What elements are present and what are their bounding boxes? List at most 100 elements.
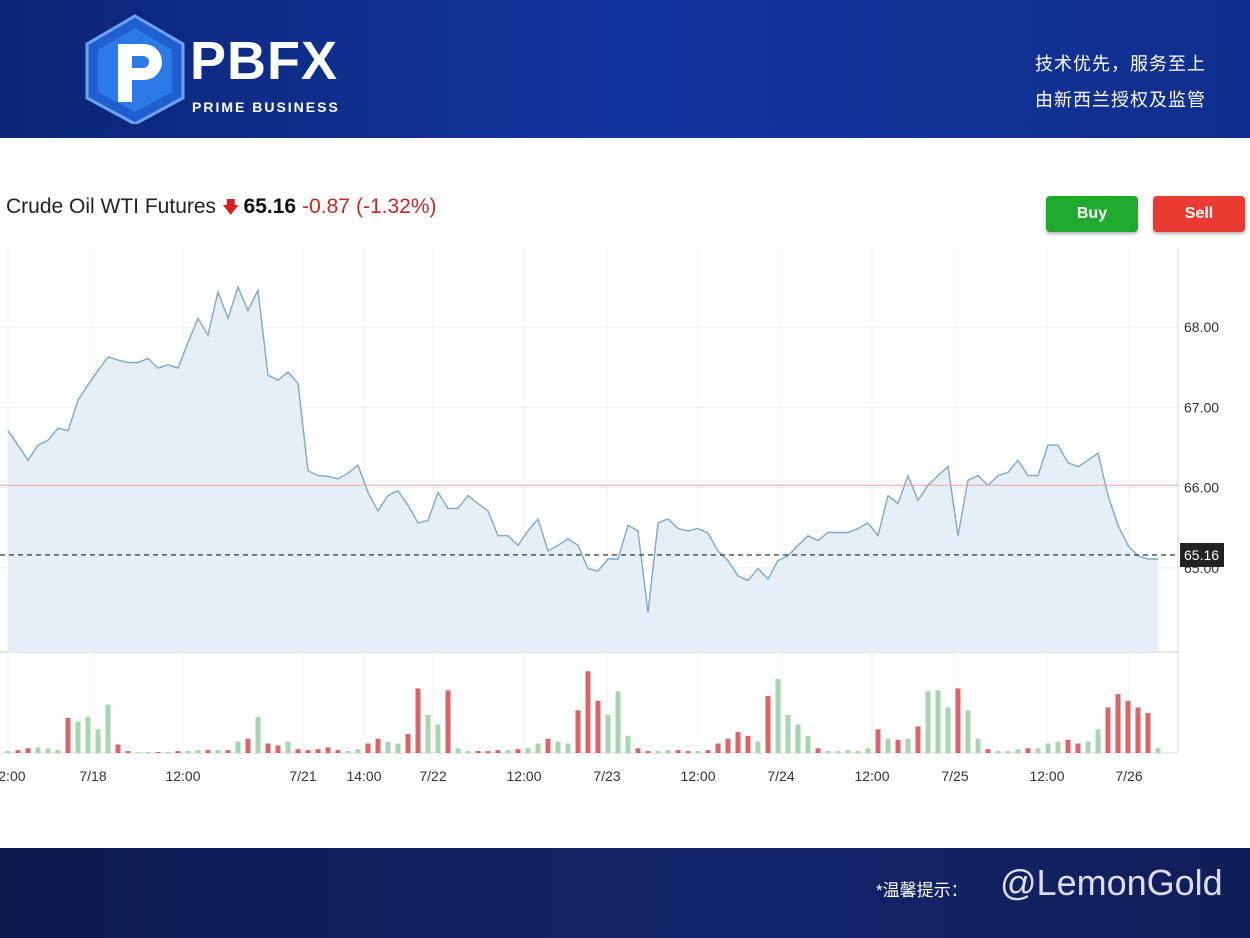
volume-bar [435, 724, 441, 753]
volume-bar [175, 751, 181, 753]
volume-bar [645, 751, 651, 753]
volume-bar [1125, 700, 1131, 753]
volume-bar [415, 688, 421, 753]
buy-button[interactable]: Buy [1046, 196, 1138, 232]
y-tick-label: 67.00 [1184, 399, 1219, 415]
volume-bar [995, 751, 1001, 753]
last-price-label: 65.16 [1184, 547, 1219, 563]
volume-bar [1065, 739, 1071, 753]
volume-bar [45, 748, 51, 753]
x-tick-label: 12:00 [0, 768, 26, 784]
x-tick-label: 7/22 [419, 768, 446, 784]
volume-bar [1005, 751, 1011, 753]
volume-bar [615, 691, 621, 753]
volume-bar [665, 750, 671, 753]
x-tick-label: 7/18 [79, 768, 106, 784]
volume-bar [455, 748, 461, 753]
volume-bar [445, 690, 451, 753]
volume-bar [375, 738, 381, 753]
volume-bar [985, 749, 991, 753]
volume-bar [715, 743, 721, 753]
volume-bar [945, 707, 951, 753]
volume-bar [1055, 741, 1061, 753]
x-tick-label: 14:00 [346, 768, 381, 784]
volume-bar [195, 750, 201, 753]
volume-bar [465, 751, 471, 753]
volume-bar [505, 750, 511, 753]
volume-bar [315, 749, 321, 753]
volume-bar [105, 704, 111, 753]
volume-bar [1105, 707, 1111, 753]
volume-bar [895, 739, 901, 753]
volume-bar [125, 751, 131, 753]
volume-bar [385, 741, 391, 753]
volume-bar [1015, 749, 1021, 753]
x-tick-label: 12:00 [854, 768, 889, 784]
volume-bar [485, 751, 491, 753]
down-arrow: 🡇 [222, 198, 240, 217]
volume-bar [1075, 743, 1081, 753]
area [8, 287, 1158, 652]
slogan: 技术优先，服务至上 [1035, 54, 1206, 74]
x-tick-label: 7/24 [767, 768, 794, 784]
volume-bar [685, 751, 691, 753]
volume-bar [235, 741, 241, 753]
volume-bar [965, 710, 971, 753]
logo-icon [85, 14, 185, 124]
volume-bar [675, 750, 681, 753]
volume-bar [525, 748, 531, 753]
volume-bar [275, 745, 281, 753]
notice: *温馨提示： [876, 881, 968, 900]
volume-bar [395, 743, 401, 753]
volume-bar [1095, 729, 1101, 753]
volume-bar [65, 717, 71, 753]
volume-bar [5, 751, 11, 753]
volume-bar [1115, 694, 1121, 753]
chart-title: Crude Oil WTI Futures [6, 195, 217, 218]
volume-bar [1145, 713, 1151, 753]
volume-bar [55, 750, 61, 753]
volume-bar [95, 729, 101, 753]
volume-bar [575, 710, 581, 753]
y-tick-label: 66.00 [1184, 480, 1219, 496]
volume-bar [345, 751, 351, 753]
volume-bar [165, 752, 171, 753]
volume-bar [1025, 748, 1031, 753]
volume-bar [535, 743, 541, 753]
watermark: @LemonGold [1000, 862, 1223, 903]
volume-bar [405, 734, 411, 753]
last-price: 65.16 [243, 195, 297, 218]
license: 由新西兰授权及监管 [1035, 90, 1206, 110]
x-tick-label: 12:00 [165, 768, 200, 784]
volume-bar [775, 678, 781, 753]
volume-bar [955, 688, 961, 753]
volume-bar [725, 738, 731, 753]
volume-bar [745, 735, 751, 753]
volume-bar [845, 750, 851, 753]
volume-bar [335, 750, 341, 753]
footer: *温馨提示： @LemonGold [0, 848, 1250, 938]
volume-bar [425, 715, 431, 753]
volume-bar [1035, 748, 1041, 753]
volume-bar [1045, 743, 1051, 753]
x-tick-label: 12:00 [1029, 768, 1064, 784]
x-tick-label: 7/25 [941, 768, 968, 784]
volume-bar [325, 747, 331, 753]
volume-bar [555, 741, 561, 753]
volume-bar [285, 741, 291, 753]
volume-bar [805, 735, 811, 753]
volume-bar [655, 751, 661, 753]
volume-bar [495, 750, 501, 753]
y-tick-label: 68.00 [1184, 319, 1219, 335]
line [7, 285, 1158, 613]
volume-bar [295, 749, 301, 753]
logo-text: PBFX [190, 31, 339, 91]
volume-bar [855, 751, 861, 753]
volume-bar [795, 724, 801, 753]
volume-bar [135, 752, 141, 753]
volume-bar [755, 741, 761, 753]
volume-bar [785, 715, 791, 753]
volume-bar [705, 750, 711, 753]
sell-button[interactable]: Sell [1153, 196, 1245, 232]
